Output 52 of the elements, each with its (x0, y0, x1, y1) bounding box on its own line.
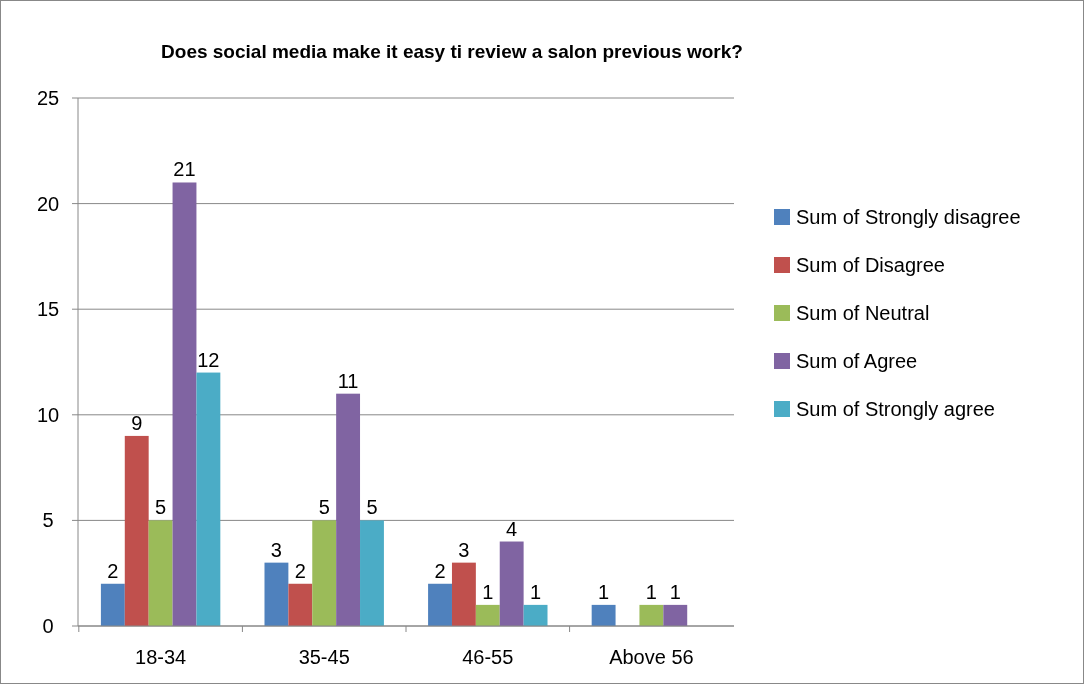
bar (100, 583, 125, 626)
bar (360, 520, 384, 626)
bar (639, 604, 664, 626)
bar (312, 520, 337, 626)
x-tick-label: 35-45 (298, 646, 350, 668)
legend-label: Sum of Disagree (796, 254, 945, 276)
data-label: 1 (482, 580, 494, 603)
data-label: 1 (645, 580, 657, 603)
bar (196, 372, 221, 626)
y-tick-label: 10 (36, 403, 60, 426)
legend-label: Sum of Neutral (796, 302, 930, 324)
x-tick-label: Above 56 (609, 646, 694, 668)
data-label: 1 (669, 580, 681, 603)
y-tick-label: 5 (42, 509, 54, 532)
legend-label: Sum of Strongly agree (796, 398, 995, 420)
bar (288, 583, 313, 626)
data-label: 11 (337, 369, 359, 392)
bar (148, 520, 173, 626)
data-label: 12 (197, 348, 220, 371)
bar (499, 541, 524, 626)
y-tick-label: 15 (36, 298, 60, 321)
bar (663, 604, 688, 626)
y-tick-label: 0 (42, 615, 54, 637)
data-label: 2 (434, 559, 446, 582)
bar (124, 435, 149, 626)
bar (475, 604, 500, 626)
bar (451, 562, 476, 626)
data-label: 3 (270, 538, 282, 561)
bar (428, 583, 452, 626)
y-tick-label: 25 (36, 87, 60, 109)
x-tick-label: 46-55 (462, 646, 514, 668)
legend-label: Sum of Strongly disagree (796, 206, 1021, 228)
data-label: 9 (131, 411, 143, 434)
data-label: 2 (107, 559, 119, 582)
data-label: 5 (318, 496, 330, 519)
bar (264, 562, 289, 626)
data-label: 4 (506, 517, 518, 540)
bar (523, 604, 548, 626)
data-label: 2 (294, 559, 306, 582)
bar (591, 604, 616, 626)
chart-title: Does social media make it easy ti review a salon previous work? (161, 41, 743, 62)
x-tick-label: 18-34 (135, 646, 187, 668)
data-label: 1 (598, 580, 610, 603)
y-tick-label: 20 (36, 192, 60, 215)
data-label: 21 (173, 158, 196, 181)
data-label: 5 (366, 496, 378, 519)
legend-label: Sum of Agree (796, 350, 918, 372)
data-label: 3 (458, 538, 470, 561)
data-label: 1 (530, 580, 542, 603)
bar (172, 182, 197, 626)
bar (336, 393, 361, 626)
data-label: 5 (155, 496, 167, 519)
